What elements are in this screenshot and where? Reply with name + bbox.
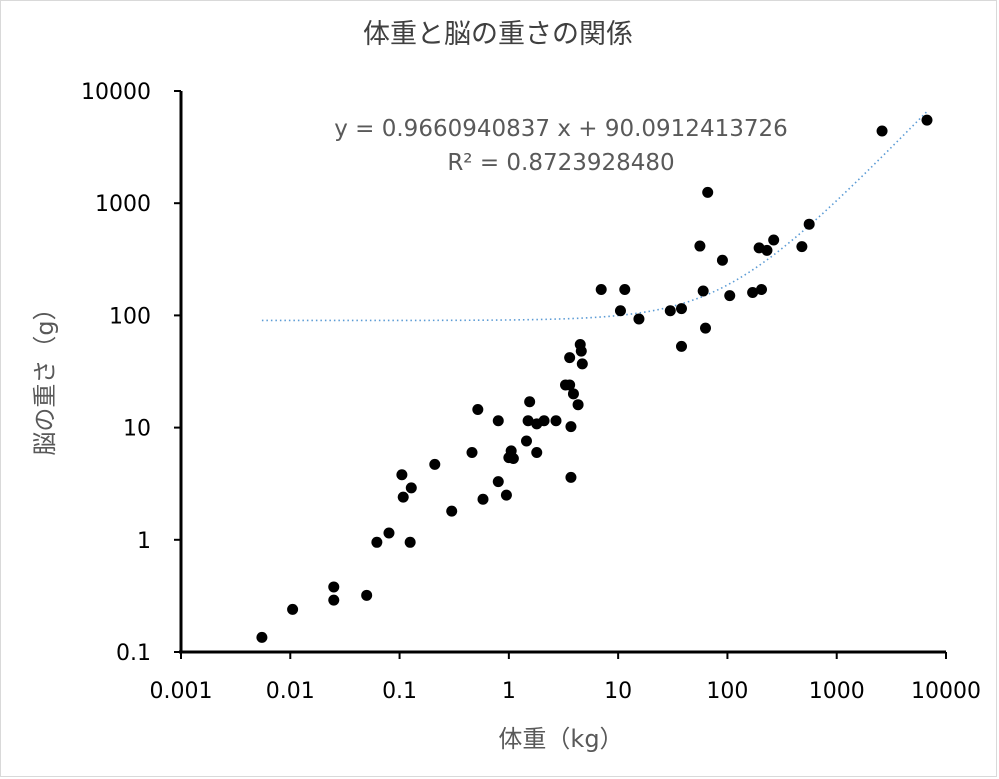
data-point bbox=[664, 305, 676, 317]
data-point bbox=[383, 527, 395, 539]
data-point bbox=[702, 186, 714, 198]
y-ticks: 0.1 1 10 100 1000 10000 bbox=[81, 80, 181, 666]
x-tick-label: 100 bbox=[706, 679, 748, 704]
data-point bbox=[575, 345, 587, 357]
data-point bbox=[876, 125, 888, 137]
data-point bbox=[404, 536, 416, 548]
data-point bbox=[328, 581, 340, 593]
data-point bbox=[761, 244, 773, 256]
data-point bbox=[477, 493, 489, 505]
data-point bbox=[429, 458, 441, 470]
data-point bbox=[716, 254, 728, 266]
data-point bbox=[565, 421, 577, 433]
data-point bbox=[565, 471, 577, 483]
data-point bbox=[446, 505, 458, 517]
data-point bbox=[576, 358, 588, 370]
data-point bbox=[747, 287, 759, 298]
x-ticks: 0.001 0.01 0.1 1 10 100 1000 10000 bbox=[150, 652, 981, 704]
data-point bbox=[396, 469, 408, 481]
data-point bbox=[492, 476, 504, 488]
data-point bbox=[492, 415, 504, 427]
trendline-r2: R² = 0.8723928480 bbox=[447, 150, 674, 176]
x-tick-label: 10000 bbox=[911, 679, 981, 704]
x-tick-label: 0.001 bbox=[150, 679, 213, 704]
data-point bbox=[564, 352, 576, 364]
y-tick-label: 100 bbox=[109, 304, 151, 329]
data-point bbox=[550, 415, 562, 427]
data-point bbox=[697, 285, 709, 297]
data-point bbox=[524, 396, 536, 408]
data-point bbox=[700, 322, 711, 334]
data-point bbox=[633, 313, 645, 325]
x-axis-title: 体重（kg） bbox=[498, 725, 623, 753]
data-point bbox=[538, 415, 550, 427]
data-point bbox=[531, 446, 543, 458]
data-point bbox=[564, 379, 576, 391]
data-point bbox=[361, 589, 373, 601]
data-point bbox=[756, 284, 767, 296]
data-point bbox=[287, 603, 299, 615]
data-point bbox=[694, 240, 706, 252]
data-point bbox=[595, 284, 607, 296]
y-tick-label: 10 bbox=[123, 417, 151, 442]
data-point bbox=[614, 305, 626, 317]
data-point bbox=[796, 241, 808, 253]
data-point bbox=[567, 388, 579, 400]
y-tick-label: 0.1 bbox=[116, 641, 151, 666]
data-point bbox=[803, 218, 815, 230]
data-point bbox=[507, 453, 519, 465]
data-point bbox=[500, 489, 512, 501]
data-point bbox=[572, 399, 584, 411]
chart-title: 体重と脳の重さの関係 bbox=[363, 19, 633, 50]
trendline bbox=[261, 110, 928, 322]
x-tick-label: 1 bbox=[502, 679, 516, 704]
x-tick-label: 0.1 bbox=[382, 679, 417, 704]
data-point bbox=[520, 435, 532, 447]
trendline-equation: y = 0.9660940837 x + 90.0912413726 bbox=[334, 116, 788, 142]
data-point bbox=[768, 234, 780, 246]
data-point bbox=[371, 536, 383, 548]
x-tick-label: 1000 bbox=[809, 679, 865, 704]
data-point bbox=[921, 114, 933, 126]
data-point bbox=[676, 340, 687, 352]
data-points bbox=[256, 114, 933, 643]
data-point bbox=[522, 415, 534, 427]
data-point bbox=[256, 631, 268, 643]
y-tick-label: 1000 bbox=[95, 192, 151, 217]
data-point bbox=[724, 290, 736, 302]
data-point bbox=[328, 594, 340, 606]
data-point bbox=[405, 482, 417, 494]
data-point bbox=[466, 446, 478, 458]
data-point bbox=[397, 491, 409, 503]
y-tick-label: 10000 bbox=[81, 80, 151, 105]
x-tick-label: 0.01 bbox=[266, 679, 315, 704]
x-tick-label: 10 bbox=[604, 679, 632, 704]
axes bbox=[179, 91, 946, 654]
y-tick-label: 1 bbox=[137, 529, 151, 554]
data-point bbox=[619, 284, 631, 296]
y-axis-title: 脳の重さ（g） bbox=[31, 296, 59, 455]
data-point bbox=[676, 303, 687, 315]
data-point bbox=[472, 403, 484, 415]
